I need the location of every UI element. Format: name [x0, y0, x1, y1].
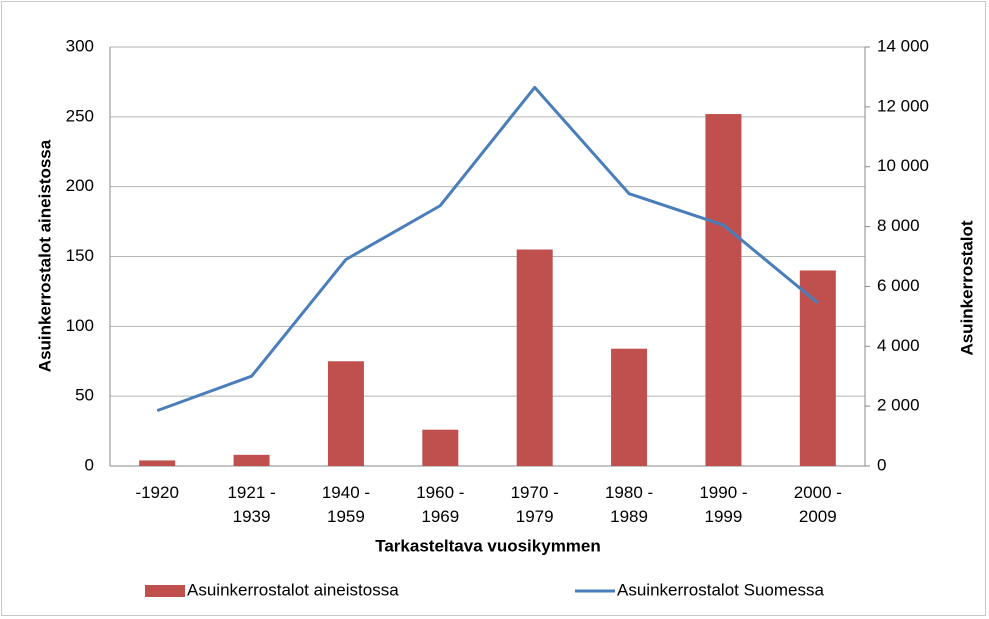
legend-label: Asuinkerrostalot aineistossa: [187, 580, 399, 599]
legend-label: Asuinkerrostalot Suomessa: [617, 580, 824, 599]
bar: [799, 270, 836, 466]
y-tick-label: 300: [66, 36, 94, 55]
legend-swatch: [145, 585, 185, 597]
y2-tick-label: 6 000: [877, 276, 920, 295]
y2-axis-title: Asuinkerrostalot: [957, 220, 976, 355]
x-tick-label: 2000 -2009: [794, 483, 842, 526]
y2-tick-label: 12 000: [877, 96, 929, 115]
bar: [705, 114, 742, 466]
y-tick-label: 200: [66, 176, 94, 195]
bar: [422, 429, 459, 466]
y-tick-label: 50: [75, 386, 94, 405]
y2-tick-label: 0: [877, 455, 886, 474]
x-tick-label: -1920: [135, 483, 178, 502]
x-tick-label: 1940 -1959: [322, 483, 370, 526]
x-tick-label: 1970 -1979: [511, 483, 559, 526]
bar: [516, 249, 553, 466]
y-axis-title: Asuinkerrostalot aineistossa: [35, 139, 54, 372]
y2-tick-label: 4 000: [877, 336, 920, 355]
y2-tick-label: 14 000: [877, 36, 929, 55]
y-tick-label: 250: [66, 106, 94, 125]
bar: [139, 460, 176, 466]
x-axis-title: Tarkasteltava vuosikymmen: [375, 536, 601, 555]
bar: [233, 454, 270, 466]
y-tick-label: 150: [66, 246, 94, 265]
y-tick-label: 100: [66, 316, 94, 335]
x-tick-label: 1960 -1969: [416, 483, 464, 526]
y-tick-label: 0: [85, 455, 94, 474]
bar: [611, 348, 648, 466]
x-tick-label: 1921 -1939: [227, 483, 275, 526]
line: [156, 85, 819, 413]
y2-tick-label: 8 000: [877, 216, 920, 235]
y2-tick-label: 10 000: [877, 156, 929, 175]
x-tick-label: 1980 -1989: [605, 483, 653, 526]
bar: [327, 361, 364, 466]
y2-tick-label: 2 000: [877, 396, 920, 415]
x-tick-label: 1990 -1999: [699, 483, 747, 526]
